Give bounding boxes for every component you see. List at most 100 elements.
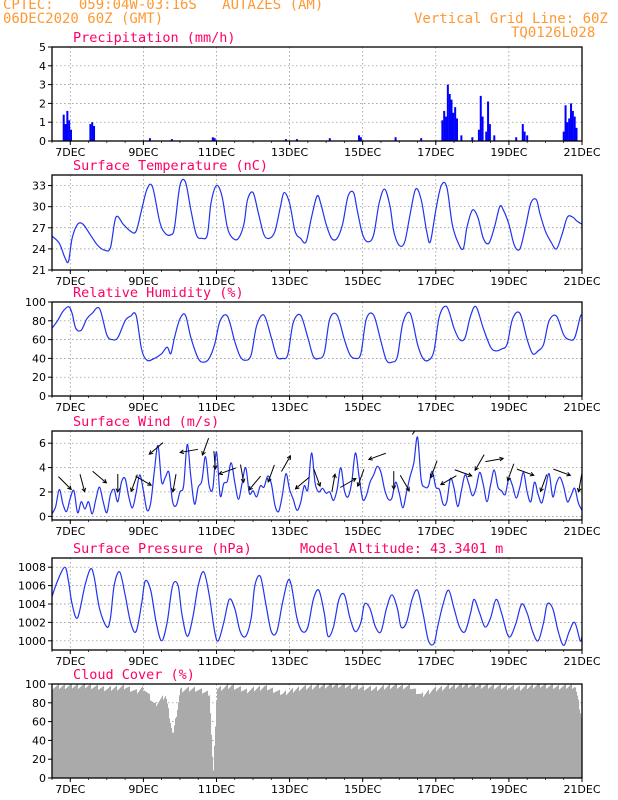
- cloud-bar: [286, 695, 288, 778]
- cloud-bar: [352, 688, 354, 778]
- cloud-bar: [311, 684, 313, 778]
- cloud-bar: [142, 686, 144, 778]
- cloud-bar: [349, 685, 351, 778]
- cloud-bar: [210, 713, 212, 778]
- cloud-bar: [248, 692, 250, 778]
- cloud-bar: [314, 687, 316, 778]
- precip-bar: [521, 124, 524, 141]
- cloud-bar: [57, 685, 59, 778]
- cloud-bar: [454, 684, 456, 778]
- x-tick-label: 11DEC: [198, 146, 235, 159]
- cloud-bar: [488, 688, 490, 778]
- precip-bar: [570, 103, 573, 141]
- cloud-bar: [186, 688, 188, 778]
- cloud-bar: [217, 689, 219, 778]
- cloud-bar: [98, 689, 100, 778]
- cloud-bar: [513, 685, 515, 778]
- cloud-bar: [76, 684, 78, 778]
- cloud-bar: [567, 687, 569, 778]
- cloud-bar: [198, 690, 200, 778]
- x-tick-label: 11DEC: [198, 275, 235, 288]
- cloud-bar: [140, 689, 142, 778]
- cloud-bar: [333, 686, 335, 778]
- cloud-bar: [554, 688, 556, 778]
- y-tick-label: 60: [32, 334, 46, 347]
- cloud-bar: [498, 685, 500, 778]
- wind-arrow: [340, 478, 357, 488]
- cloud-bar: [167, 703, 169, 778]
- wind-arrow-head: [218, 470, 224, 476]
- cloud-bar: [456, 687, 458, 778]
- panel-1: 0 1 2 3 4 5 7DEC 9DEC 11DEC 13DEC 15DEC 17DEC 19DEC 2…: [39, 30, 601, 159]
- cloud-bar: [330, 684, 332, 778]
- y-tick-label: 40: [32, 352, 46, 365]
- cloud-bar: [366, 688, 368, 778]
- cloud-bar: [170, 723, 172, 778]
- cloud-bar: [372, 690, 374, 778]
- x-tick-label: 17DEC: [417, 401, 454, 414]
- wind-arrow: [430, 460, 438, 478]
- cloud-bar: [258, 686, 260, 778]
- x-tick-label: 19DEC: [490, 146, 527, 159]
- cloud-bar: [166, 698, 168, 778]
- y-tick-label: 3: [39, 79, 46, 92]
- cloud-bar: [126, 687, 128, 778]
- wind-arrow: [79, 474, 86, 492]
- cloud-bar: [335, 684, 337, 778]
- cloud-bar: [96, 685, 98, 778]
- cloud-bar: [427, 691, 429, 778]
- y-tick-label: 1006: [18, 580, 46, 593]
- cloud-bar: [415, 688, 417, 778]
- cloud-bar: [133, 690, 135, 778]
- cloud-bar: [327, 686, 329, 778]
- cloud-bar: [459, 684, 461, 778]
- cloud-bar: [195, 691, 197, 778]
- cloud-bar: [135, 689, 137, 778]
- y-tick-label: 2: [39, 486, 46, 499]
- cloud-bar: [78, 688, 80, 778]
- y-tick-label: 1004: [18, 598, 46, 611]
- cloud-bar: [469, 687, 471, 778]
- cloud-bar: [274, 692, 276, 778]
- wind-arrow-head: [81, 487, 87, 493]
- wind-arrow-head: [439, 480, 445, 486]
- x-tick-label: 15DEC: [344, 525, 381, 538]
- cloud-bar: [460, 684, 462, 778]
- cloud-bar: [442, 690, 444, 778]
- cloud-bar: [257, 688, 259, 778]
- cloud-bar: [515, 689, 517, 778]
- wind-arrow-head: [576, 487, 582, 493]
- cloud-bar: [466, 684, 468, 778]
- precip-bar: [493, 135, 496, 141]
- precip-bar: [575, 127, 578, 141]
- cloud-bar: [357, 684, 359, 778]
- cloud-bar: [201, 688, 203, 778]
- cloud-bar: [402, 684, 404, 778]
- panel-frame: [51, 430, 583, 521]
- cloud-bar: [339, 687, 341, 778]
- precip-bar: [89, 124, 92, 141]
- precip-bar: [523, 131, 526, 141]
- y-tick-label: 80: [32, 697, 46, 710]
- cloud-bar: [179, 695, 181, 778]
- cloud-bar: [437, 690, 439, 778]
- cloud-bar: [295, 690, 297, 778]
- cloud-bar: [262, 688, 264, 778]
- cloud-bar: [553, 688, 555, 778]
- cloud-bar: [137, 693, 139, 778]
- x-tick-label: 13DEC: [271, 655, 308, 668]
- cloud-bar: [353, 687, 355, 778]
- wind-arrow-head: [405, 486, 410, 492]
- cloud-bar: [560, 688, 562, 778]
- cloud-bar: [232, 685, 234, 778]
- wind-arrow: [201, 437, 210, 456]
- cloud-bar: [321, 686, 323, 778]
- cloud-bar: [119, 688, 121, 778]
- series-line: [52, 178, 582, 264]
- precip-bar: [562, 131, 565, 141]
- cloud-bar: [398, 687, 400, 778]
- x-tick-label: 17DEC: [417, 146, 454, 159]
- cloud-bar: [301, 688, 303, 778]
- cloud-bar: [99, 689, 101, 778]
- panel-5: 1000 1002 1004 1006 1008 7DEC 9DEC 11DEC 13DEC 15…: [18, 541, 601, 668]
